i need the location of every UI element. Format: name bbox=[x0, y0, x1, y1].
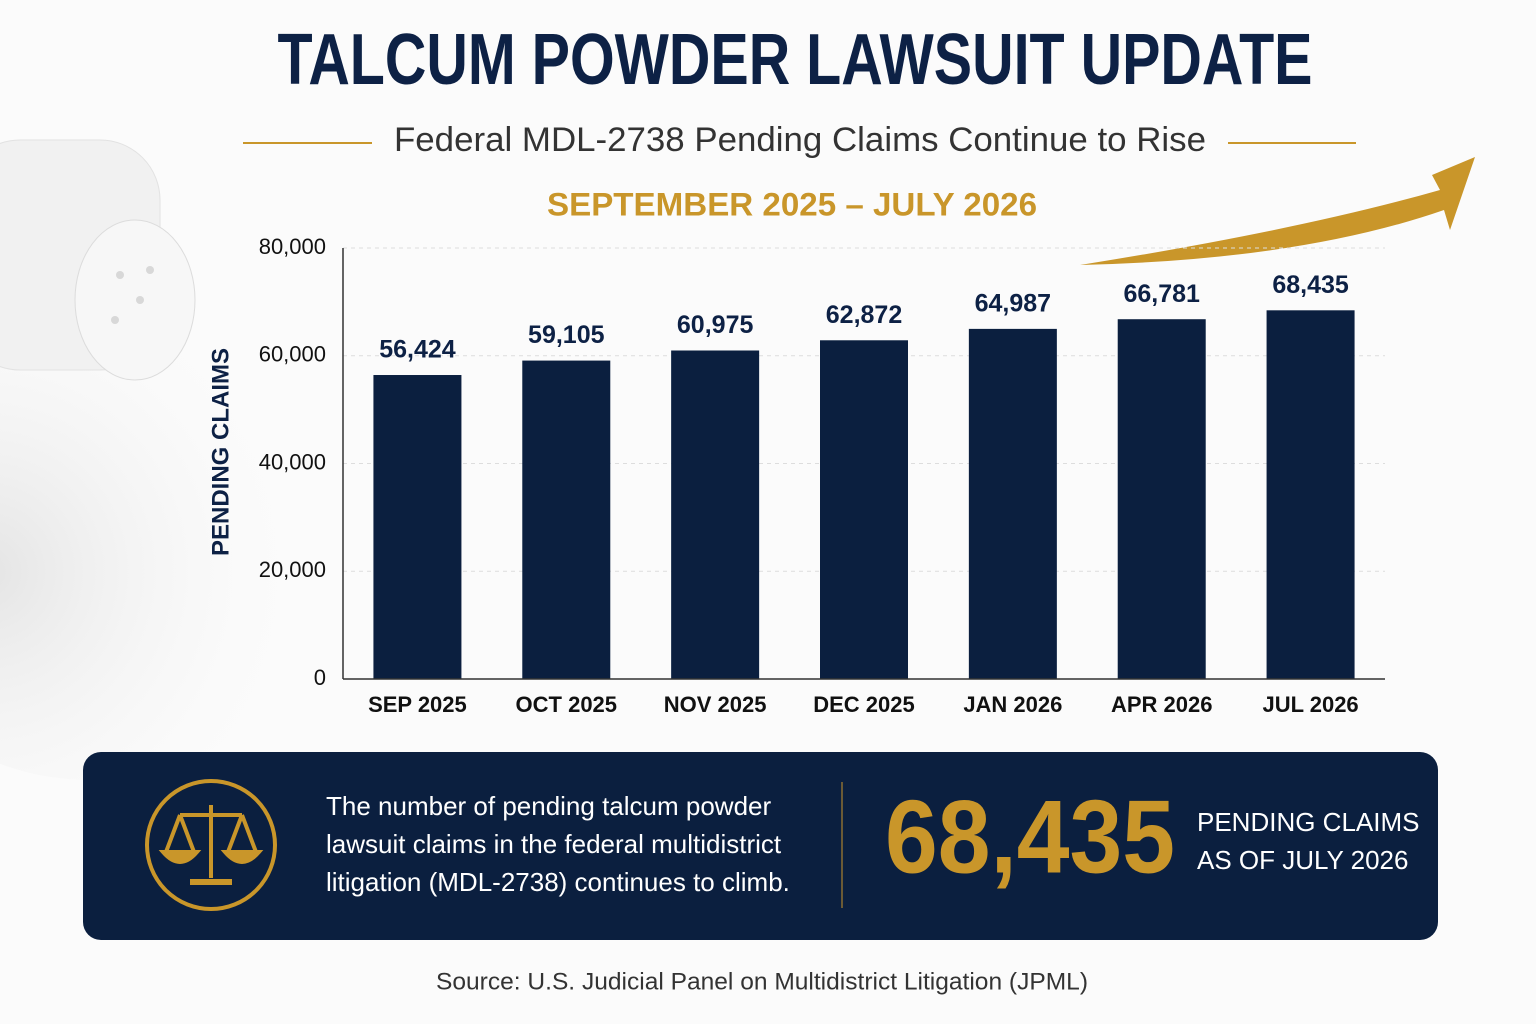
title: TALCUM POWDER LAWSUIT UPDATE bbox=[278, 20, 1313, 100]
bar bbox=[373, 375, 462, 679]
trend-arrow bbox=[1080, 157, 1475, 265]
x-tick-label: DEC 2025 bbox=[813, 692, 915, 717]
x-tick-label: JUL 2026 bbox=[1262, 692, 1358, 717]
value-label: 64,987 bbox=[975, 289, 1051, 317]
value-label: 68,435 bbox=[1272, 271, 1349, 299]
y-tick-label: 20,000 bbox=[259, 557, 326, 582]
value-label: 56,424 bbox=[379, 336, 456, 364]
value-label: 60,975 bbox=[677, 311, 754, 339]
bar bbox=[820, 340, 908, 679]
y-tick-label: 0 bbox=[314, 665, 326, 690]
date-range: SEPTEMBER 2025 – JULY 2026 bbox=[547, 186, 1037, 222]
bar bbox=[522, 360, 611, 679]
value-label: 66,781 bbox=[1123, 280, 1200, 308]
powder-decoration bbox=[0, 260, 350, 780]
bar bbox=[968, 328, 1057, 679]
callout-stat-label: PENDING CLAIMS AS OF JULY 2026 bbox=[1197, 807, 1420, 875]
y-axis-label: PENDING CLAIMS bbox=[207, 348, 234, 556]
x-tick-label: APR 2026 bbox=[1111, 692, 1213, 717]
callout-text: The number of pending talcum powder lawsu… bbox=[326, 791, 790, 897]
bar bbox=[1117, 319, 1206, 679]
scales-icon bbox=[145, 779, 277, 911]
source: Source: U.S. Judicial Panel on Multidist… bbox=[436, 968, 1088, 995]
stat-label-line: PENDING CLAIMS bbox=[1197, 807, 1420, 837]
y-tick-label: 60,000 bbox=[259, 342, 326, 367]
y-tick-label: 40,000 bbox=[259, 449, 326, 474]
bar bbox=[1266, 310, 1355, 679]
callout-line: lawsuit claims in the federal multidistr… bbox=[326, 829, 782, 859]
callout-line: litigation (MDL-2738) continues to climb… bbox=[326, 867, 790, 897]
callout-stat: 68,435 bbox=[885, 779, 1175, 895]
x-tick-label: JAN 2026 bbox=[963, 692, 1062, 717]
x-tick-label: NOV 2025 bbox=[664, 692, 767, 717]
plot: 0 20,000 40,000 60,000 80,000 SEP 2025 56,424 O… bbox=[259, 234, 1385, 717]
value-label: 59,105 bbox=[528, 321, 605, 349]
y-tick-label: 80,000 bbox=[259, 234, 326, 259]
bar bbox=[671, 350, 760, 679]
x-tick-label: SEP 2025 bbox=[368, 692, 467, 717]
bottle-decoration bbox=[0, 139, 196, 381]
value-label: 62,872 bbox=[826, 301, 902, 329]
subtitle: Federal MDL-2738 Pending Claims Continue… bbox=[394, 121, 1206, 159]
stat-label-line: AS OF JULY 2026 bbox=[1197, 845, 1408, 875]
callout-box bbox=[83, 752, 1438, 940]
x-tick-label: OCT 2025 bbox=[516, 692, 618, 717]
callout-line: The number of pending talcum powder bbox=[326, 791, 771, 821]
